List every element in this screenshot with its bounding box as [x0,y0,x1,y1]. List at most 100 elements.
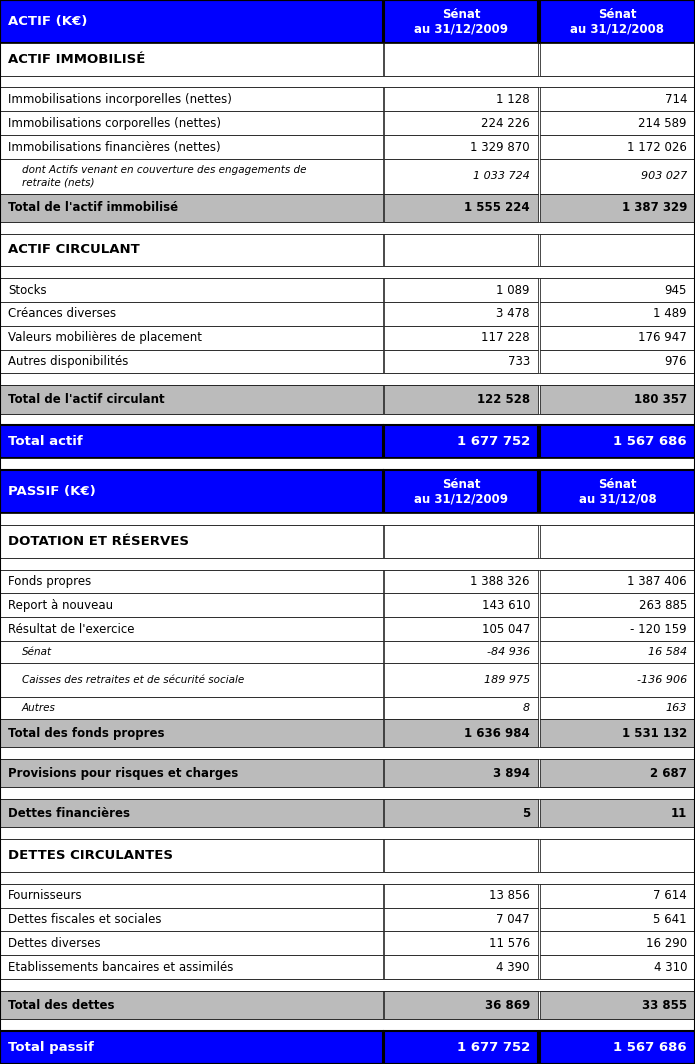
Bar [384,908,538,931]
Bar [0,884,383,908]
Bar [0,350,383,373]
Bar [384,617,538,642]
Bar [0,979,695,991]
Text: 733: 733 [508,355,530,368]
Text: Résultat de l'exercice: Résultat de l'exercice [8,622,135,635]
Text: 1 128: 1 128 [496,93,530,105]
Text: 163: 163 [666,703,687,713]
Text: Autres: Autres [22,703,56,713]
Text: ACTIF (K€): ACTIF (K€) [8,15,88,28]
Bar [540,426,695,458]
Text: 143 610: 143 610 [482,599,530,612]
Bar [540,278,695,302]
Text: 122 528: 122 528 [477,393,530,406]
Bar [384,326,538,350]
Bar [384,350,538,373]
Bar [0,991,383,1019]
Bar [540,594,695,617]
Text: ACTIF IMMOBILISÉ: ACTIF IMMOBILISÉ [8,53,145,66]
Text: Sénat
au 31/12/2009: Sénat au 31/12/2009 [414,478,508,505]
Text: 224 226: 224 226 [481,117,530,130]
Text: Créances diverses: Créances diverses [8,307,116,320]
Text: 105 047: 105 047 [482,622,530,635]
Text: 2 687: 2 687 [650,767,687,780]
Text: 1 567 686: 1 567 686 [614,1041,687,1054]
Text: Fournisseurs: Fournisseurs [8,890,83,902]
Text: Immobilisations corporelles (nettes): Immobilisations corporelles (nettes) [8,117,221,130]
Bar [0,414,695,426]
Bar [384,663,538,697]
Text: 3 894: 3 894 [493,767,530,780]
Text: Sénat
au 31/12/2009: Sénat au 31/12/2009 [414,7,508,35]
Bar [384,135,538,159]
Bar [540,908,695,931]
Bar [384,931,538,955]
Text: - 120 159: - 120 159 [630,622,687,635]
Bar [0,931,383,955]
Bar [0,569,383,594]
Text: 5 641: 5 641 [653,913,687,926]
Text: 4 390: 4 390 [496,961,530,974]
Bar [0,642,383,663]
Bar [0,1031,383,1064]
Text: Immobilisations financières (nettes): Immobilisations financières (nettes) [8,140,220,153]
Text: 117 228: 117 228 [482,331,530,345]
Bar [0,426,383,458]
Text: 214 589: 214 589 [639,117,687,130]
Bar [384,594,538,617]
Bar [0,787,695,799]
Bar [540,526,695,558]
Bar [540,719,695,747]
Text: Dettes fiscales et sociales: Dettes fiscales et sociales [8,913,161,926]
Text: 8: 8 [523,703,530,713]
Bar [384,526,538,558]
Text: 1 677 752: 1 677 752 [457,435,530,448]
Text: 16 584: 16 584 [648,647,687,656]
Bar [0,266,695,278]
Bar [0,159,383,194]
Bar [540,326,695,350]
Bar [0,799,383,828]
Text: 16 290: 16 290 [646,937,687,950]
Bar [384,991,538,1019]
Text: ACTIF CIRCULANT: ACTIF CIRCULANT [8,244,140,256]
Text: 1 387 406: 1 387 406 [628,575,687,588]
Text: 189 975: 189 975 [484,675,530,685]
Bar [540,0,695,43]
Bar [0,43,383,76]
Bar [384,642,538,663]
Text: 1 387 329: 1 387 329 [621,201,687,214]
Bar [540,663,695,697]
Bar [384,426,538,458]
Bar [384,159,538,194]
Text: 7 047: 7 047 [496,913,530,926]
Text: Sénat
au 31/12/2008: Sénat au 31/12/2008 [571,7,664,35]
Bar [384,839,538,871]
Bar [384,87,538,112]
Text: Dettes financières: Dettes financières [8,807,130,820]
Bar [540,839,695,871]
Text: 13 856: 13 856 [489,890,530,902]
Bar [0,697,383,719]
Text: 180 357: 180 357 [634,393,687,406]
Text: Autres disponibilités: Autres disponibilités [8,355,129,368]
Bar [384,1031,538,1064]
Text: Etablissements bancaires et assimilés: Etablissements bancaires et assimilés [8,961,234,974]
Bar [0,234,383,266]
Bar [0,87,383,112]
Bar [384,884,538,908]
Bar [540,43,695,76]
Bar [0,458,695,470]
Bar [540,234,695,266]
Bar [540,159,695,194]
Bar [384,0,538,43]
Text: 1 489: 1 489 [653,307,687,320]
Bar [0,760,383,787]
Text: Total des dettes: Total des dettes [8,999,115,1012]
Bar [540,569,695,594]
Bar [540,302,695,326]
Text: 263 885: 263 885 [639,599,687,612]
Bar [540,385,695,414]
Bar [0,76,695,87]
Bar [0,385,383,414]
